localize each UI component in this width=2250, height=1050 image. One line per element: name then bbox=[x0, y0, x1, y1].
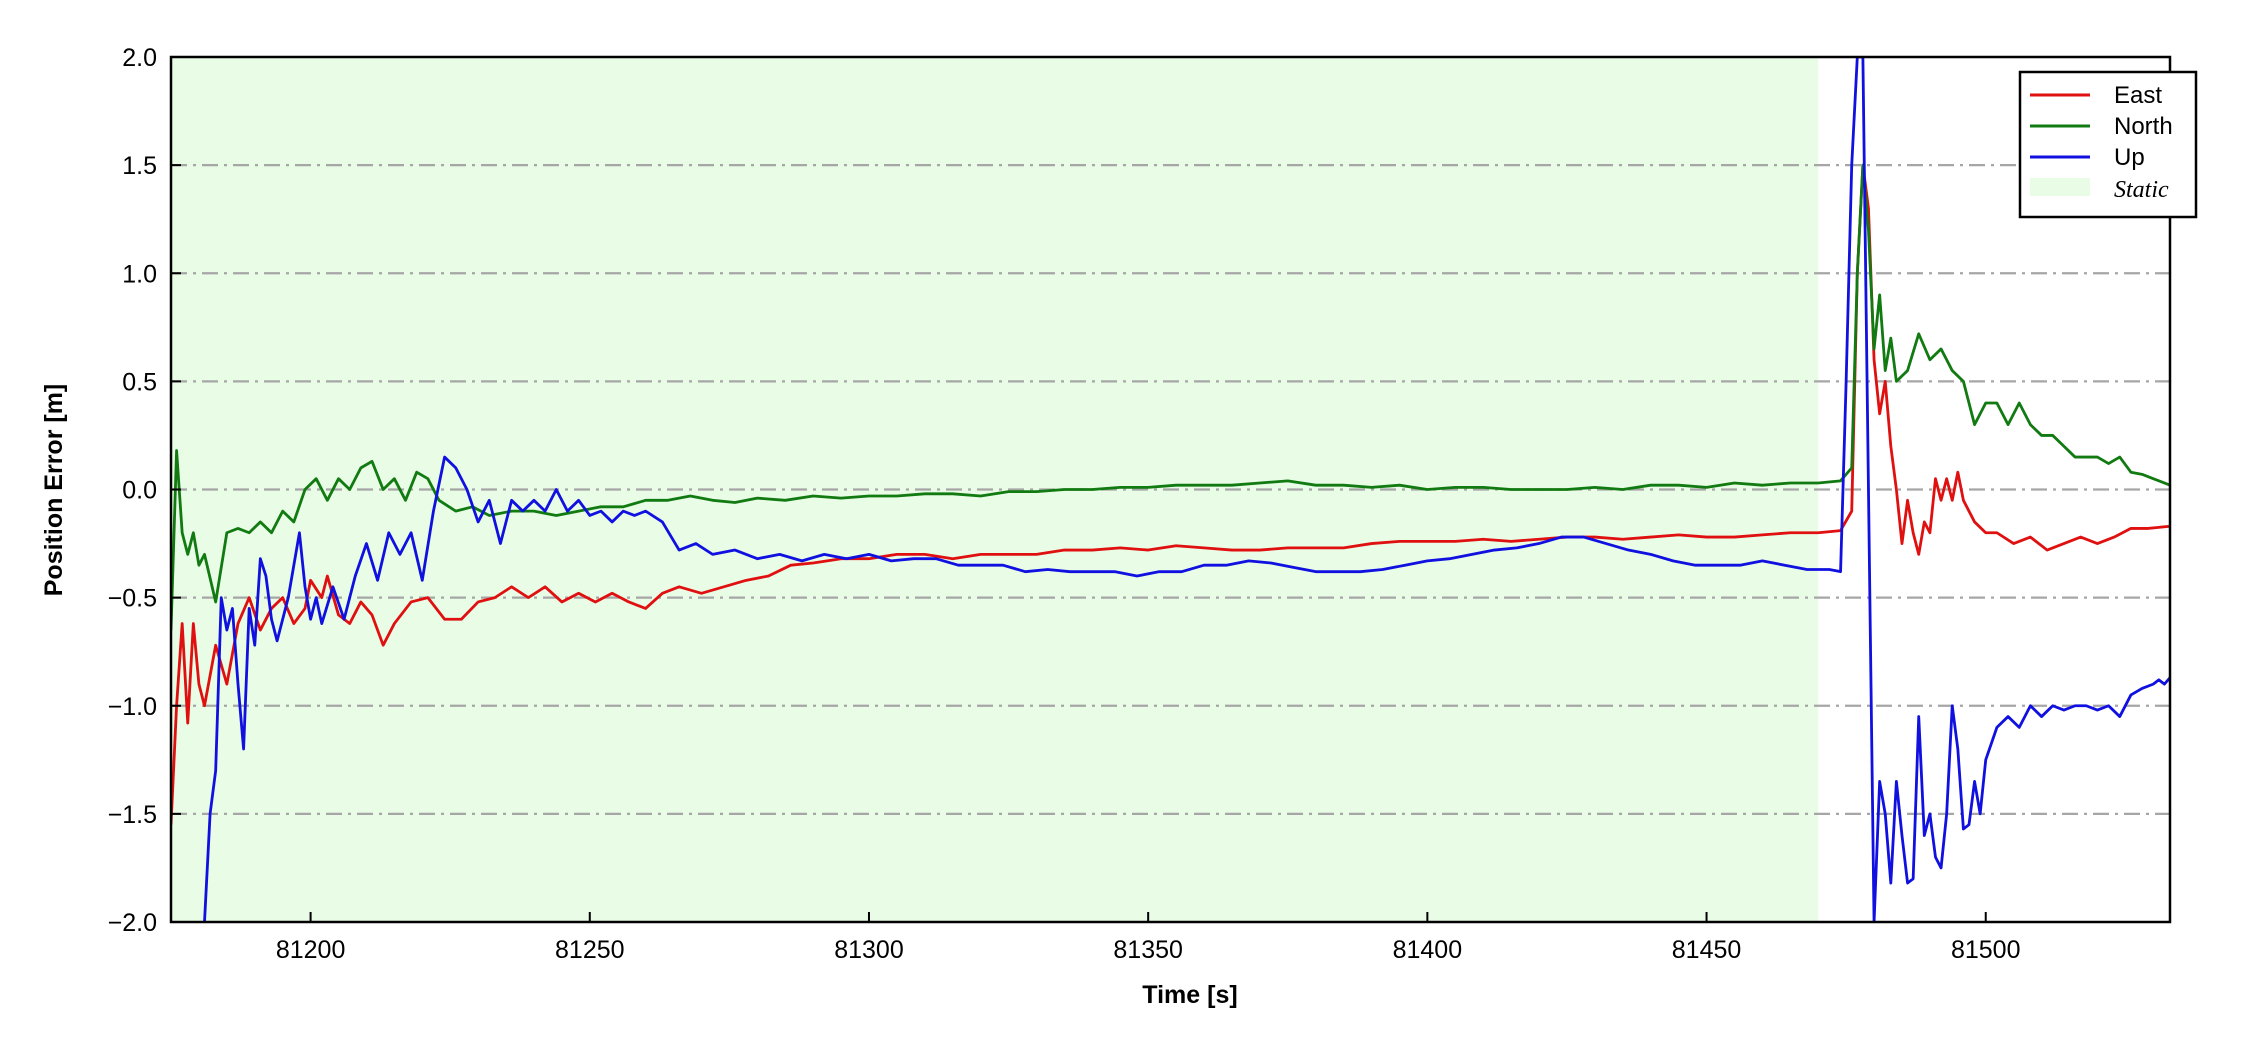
legend-label-north: North bbox=[2114, 113, 2173, 140]
legend-swatch-static bbox=[2030, 178, 2090, 196]
x-axis-title: Time [s] bbox=[1142, 981, 1237, 1009]
y-tick-label-7: 1.5 bbox=[122, 152, 157, 180]
series-line-north bbox=[171, 163, 2170, 631]
x-tick-label-0: 81200 bbox=[276, 936, 346, 964]
series-line-east bbox=[171, 163, 2170, 825]
x-tick-label-6: 81500 bbox=[1951, 936, 2021, 964]
legend-label-east: East bbox=[2114, 82, 2162, 109]
legend-label-up: Up bbox=[2114, 144, 2145, 171]
y-tick-label-4: 0.0 bbox=[122, 477, 157, 505]
y-axis-title: Position Error [m] bbox=[40, 384, 68, 597]
x-tick-label-3: 81350 bbox=[1113, 936, 1183, 964]
y-tick-label-6: 1.0 bbox=[122, 260, 157, 288]
y-tick-label-3: −0.5 bbox=[108, 585, 157, 613]
legend-label-static: Static bbox=[2114, 177, 2169, 203]
x-tick-label-4: 81400 bbox=[1393, 936, 1463, 964]
x-tick-label-2: 81300 bbox=[834, 936, 904, 964]
y-tick-label-5: 0.5 bbox=[122, 368, 157, 396]
y-tick-label-8: 2.0 bbox=[122, 44, 157, 72]
x-tick-label-5: 81450 bbox=[1672, 936, 1742, 964]
series-line-up bbox=[203, 57, 2170, 922]
y-tick-label-2: −1.0 bbox=[108, 693, 157, 721]
y-tick-label-1: −1.5 bbox=[108, 801, 157, 829]
y-tick-label-0: −2.0 bbox=[108, 909, 157, 937]
legend: East North Up Static bbox=[2018, 70, 2198, 219]
x-tick-label-1: 81250 bbox=[555, 936, 625, 964]
